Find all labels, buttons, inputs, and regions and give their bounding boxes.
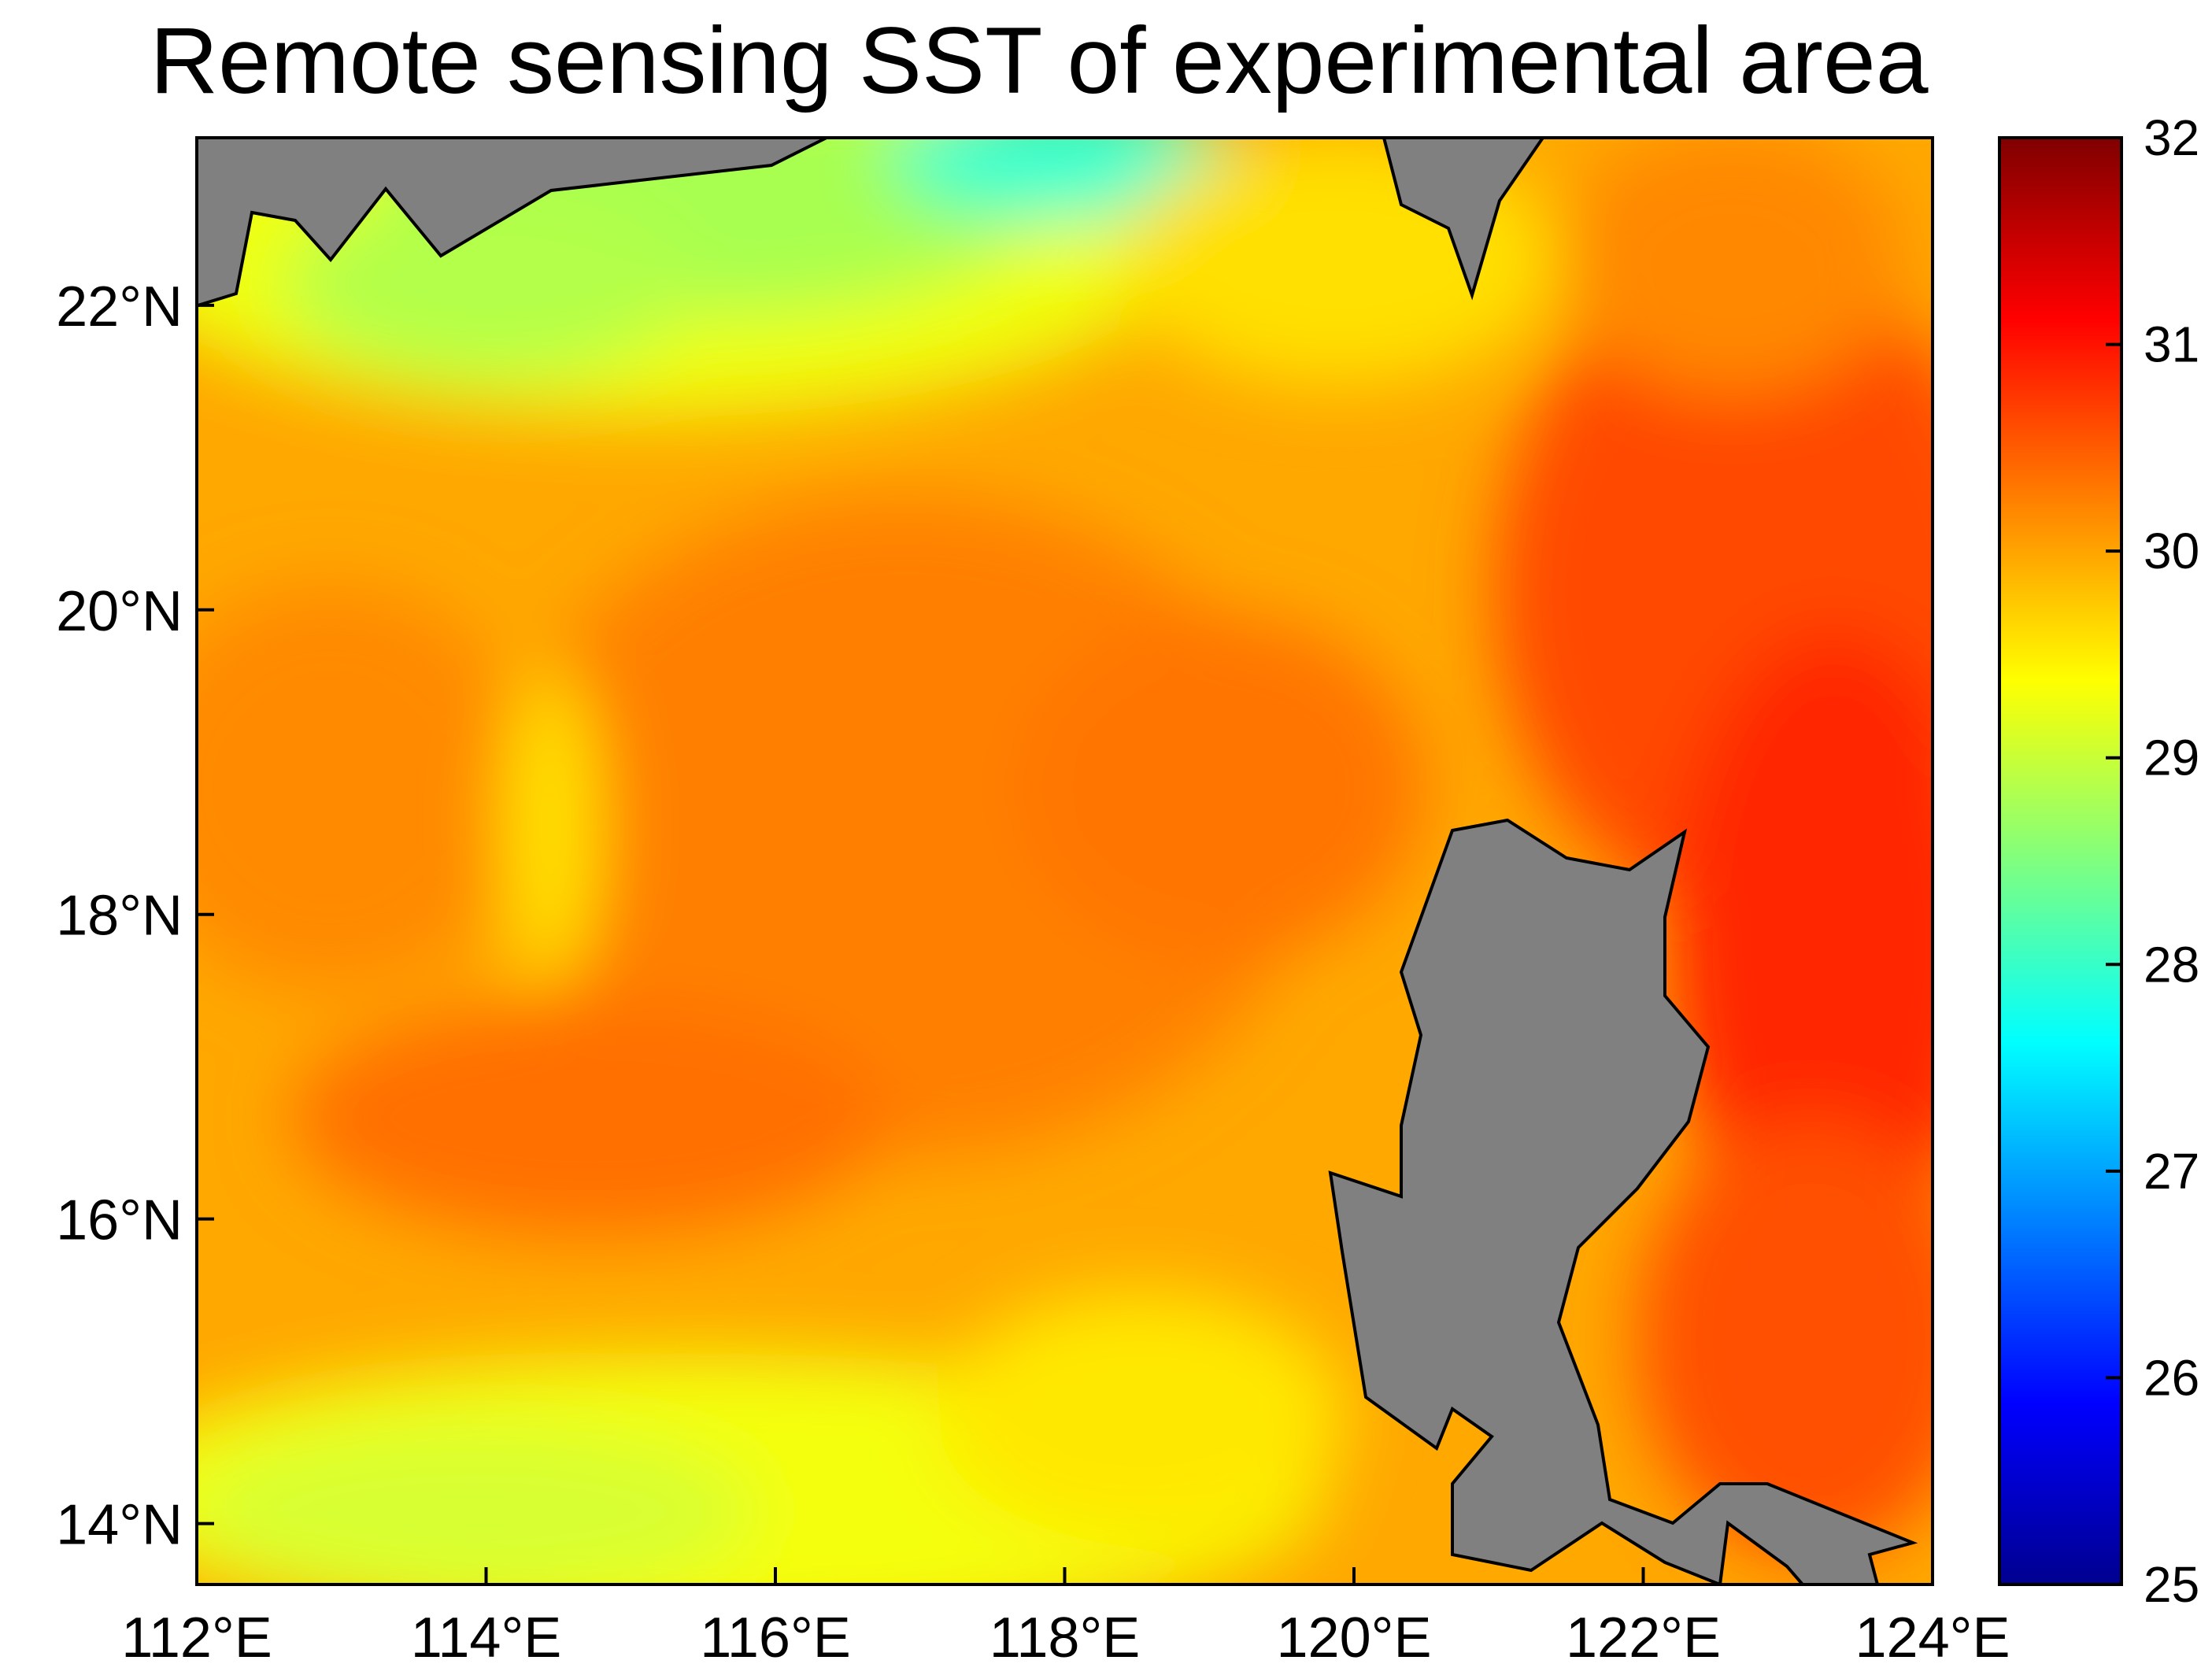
- x-axis: 112°E 114°E 116°E 118°E 120°E 122°E 124°E: [121, 1567, 2010, 1669]
- y-tick-label: 16°N: [56, 1189, 183, 1252]
- y-axis: 14°N 16°N 18°N 20°N 22°N: [56, 275, 214, 1557]
- x-tick-label: 114°E: [411, 1607, 562, 1669]
- colorbar-tick-label: 29: [2144, 730, 2199, 786]
- y-tick-label: 20°N: [56, 580, 183, 643]
- sst-region-east-south: [1637, 1118, 1933, 1559]
- colorbar-tick-label: 30: [2144, 523, 2199, 579]
- x-tick-label: 122°E: [1566, 1607, 1721, 1669]
- x-tick-label: 120°E: [1277, 1607, 1432, 1669]
- y-tick-label: 22°N: [56, 275, 183, 338]
- land-masses: [197, 138, 1918, 1584]
- sst-region-south-central: [937, 1291, 1346, 1543]
- y-tick-label: 18°N: [56, 885, 183, 948]
- x-tick-label: 112°E: [121, 1607, 272, 1669]
- chart-title: Remote sensing SST of experimental area: [150, 8, 1929, 113]
- x-tick-label: 116°E: [700, 1607, 851, 1669]
- sst-region-nw-cool-2: [283, 189, 693, 378]
- colorbar-tick-label: 28: [2144, 936, 2199, 993]
- land-mass-taiwan: [1382, 138, 1545, 301]
- sst-region-center-warm-2: [1015, 614, 1425, 960]
- colorbar-tick-label: 31: [2144, 316, 2199, 373]
- y-tick-label: 14°N: [56, 1494, 183, 1557]
- colorbar-tick-label: 26: [2144, 1349, 2199, 1406]
- colorbar-tick-label: 32: [2144, 109, 2199, 166]
- x-tick-label: 118°E: [989, 1607, 1141, 1669]
- sst-region-sw-warm: [291, 1000, 890, 1236]
- colorbar-tick-label: 25: [2144, 1556, 2199, 1613]
- sst-field-blobs: [197, 138, 1933, 1584]
- sst-region-east-hot: [1669, 630, 1933, 1259]
- sst-region-south-cool-2: [197, 1425, 756, 1584]
- land-mass-luzon: [1328, 818, 1918, 1584]
- x-tick-label: 124°E: [1855, 1607, 2010, 1669]
- colorbar-tick-label: 27: [2144, 1143, 2199, 1200]
- heatmap-plot-area: [197, 138, 1933, 1584]
- land-mass-mainland-china: [197, 138, 827, 357]
- sst-region-west-warm: [197, 582, 535, 992]
- sst-region-west-cool-strip: [504, 669, 598, 984]
- colorbar: [1998, 136, 2123, 1586]
- colorbar-axis: 25 26 27 28 29 30 31 32: [2106, 109, 2199, 1613]
- sst-region-ne-warm: [1559, 138, 1905, 394]
